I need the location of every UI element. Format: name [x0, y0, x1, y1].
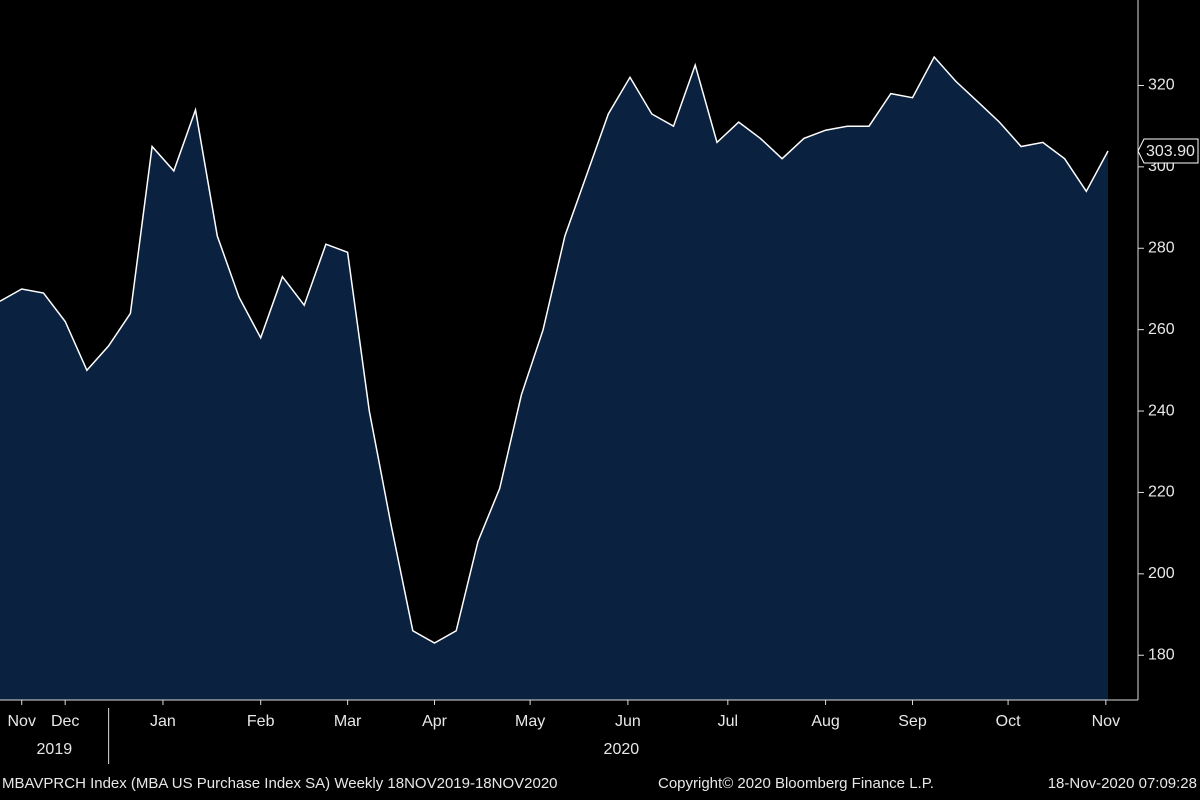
y-tick-label: 320 [1148, 77, 1175, 94]
y-tick-label: 260 [1148, 321, 1175, 338]
x-tick-label: May [515, 713, 545, 730]
x-tick-label: Oct [996, 713, 1021, 730]
x-tick-label: Dec [51, 713, 79, 730]
value-label: 303.90 [1146, 143, 1195, 160]
area-fill [0, 57, 1108, 700]
x-tick-label: Mar [334, 713, 362, 730]
value-label-box [1137, 138, 1199, 164]
footer-right: 18-Nov-2020 07:09:28 [1048, 775, 1197, 792]
area-line [0, 55, 1109, 644]
footer-center: Copyright© 2020 Bloomberg Finance L.P. [658, 775, 934, 792]
year-label: 2020 [604, 741, 640, 758]
y-tick-label: 280 [1148, 239, 1175, 256]
y-tick-label: 220 [1148, 484, 1175, 501]
y-tick-label: 200 [1148, 565, 1175, 582]
x-tick-label: Feb [247, 713, 275, 730]
x-tick-label: Jan [150, 713, 176, 730]
x-tick-label: Aug [811, 713, 839, 730]
x-tick-label: Jun [615, 713, 641, 730]
footer-left: MBAVPRCH Index (MBA US Purchase Index SA… [2, 775, 558, 792]
x-tick-label: Nov [7, 713, 35, 730]
x-tick-label: Apr [422, 713, 448, 730]
x-tick-label: Jul [718, 713, 738, 730]
y-tick-label: 240 [1148, 402, 1175, 419]
y-tick-label: 180 [1148, 646, 1175, 663]
year-label: 2019 [37, 741, 73, 758]
x-tick-label: Sep [898, 713, 927, 730]
x-tick-label: Nov [1092, 713, 1120, 730]
